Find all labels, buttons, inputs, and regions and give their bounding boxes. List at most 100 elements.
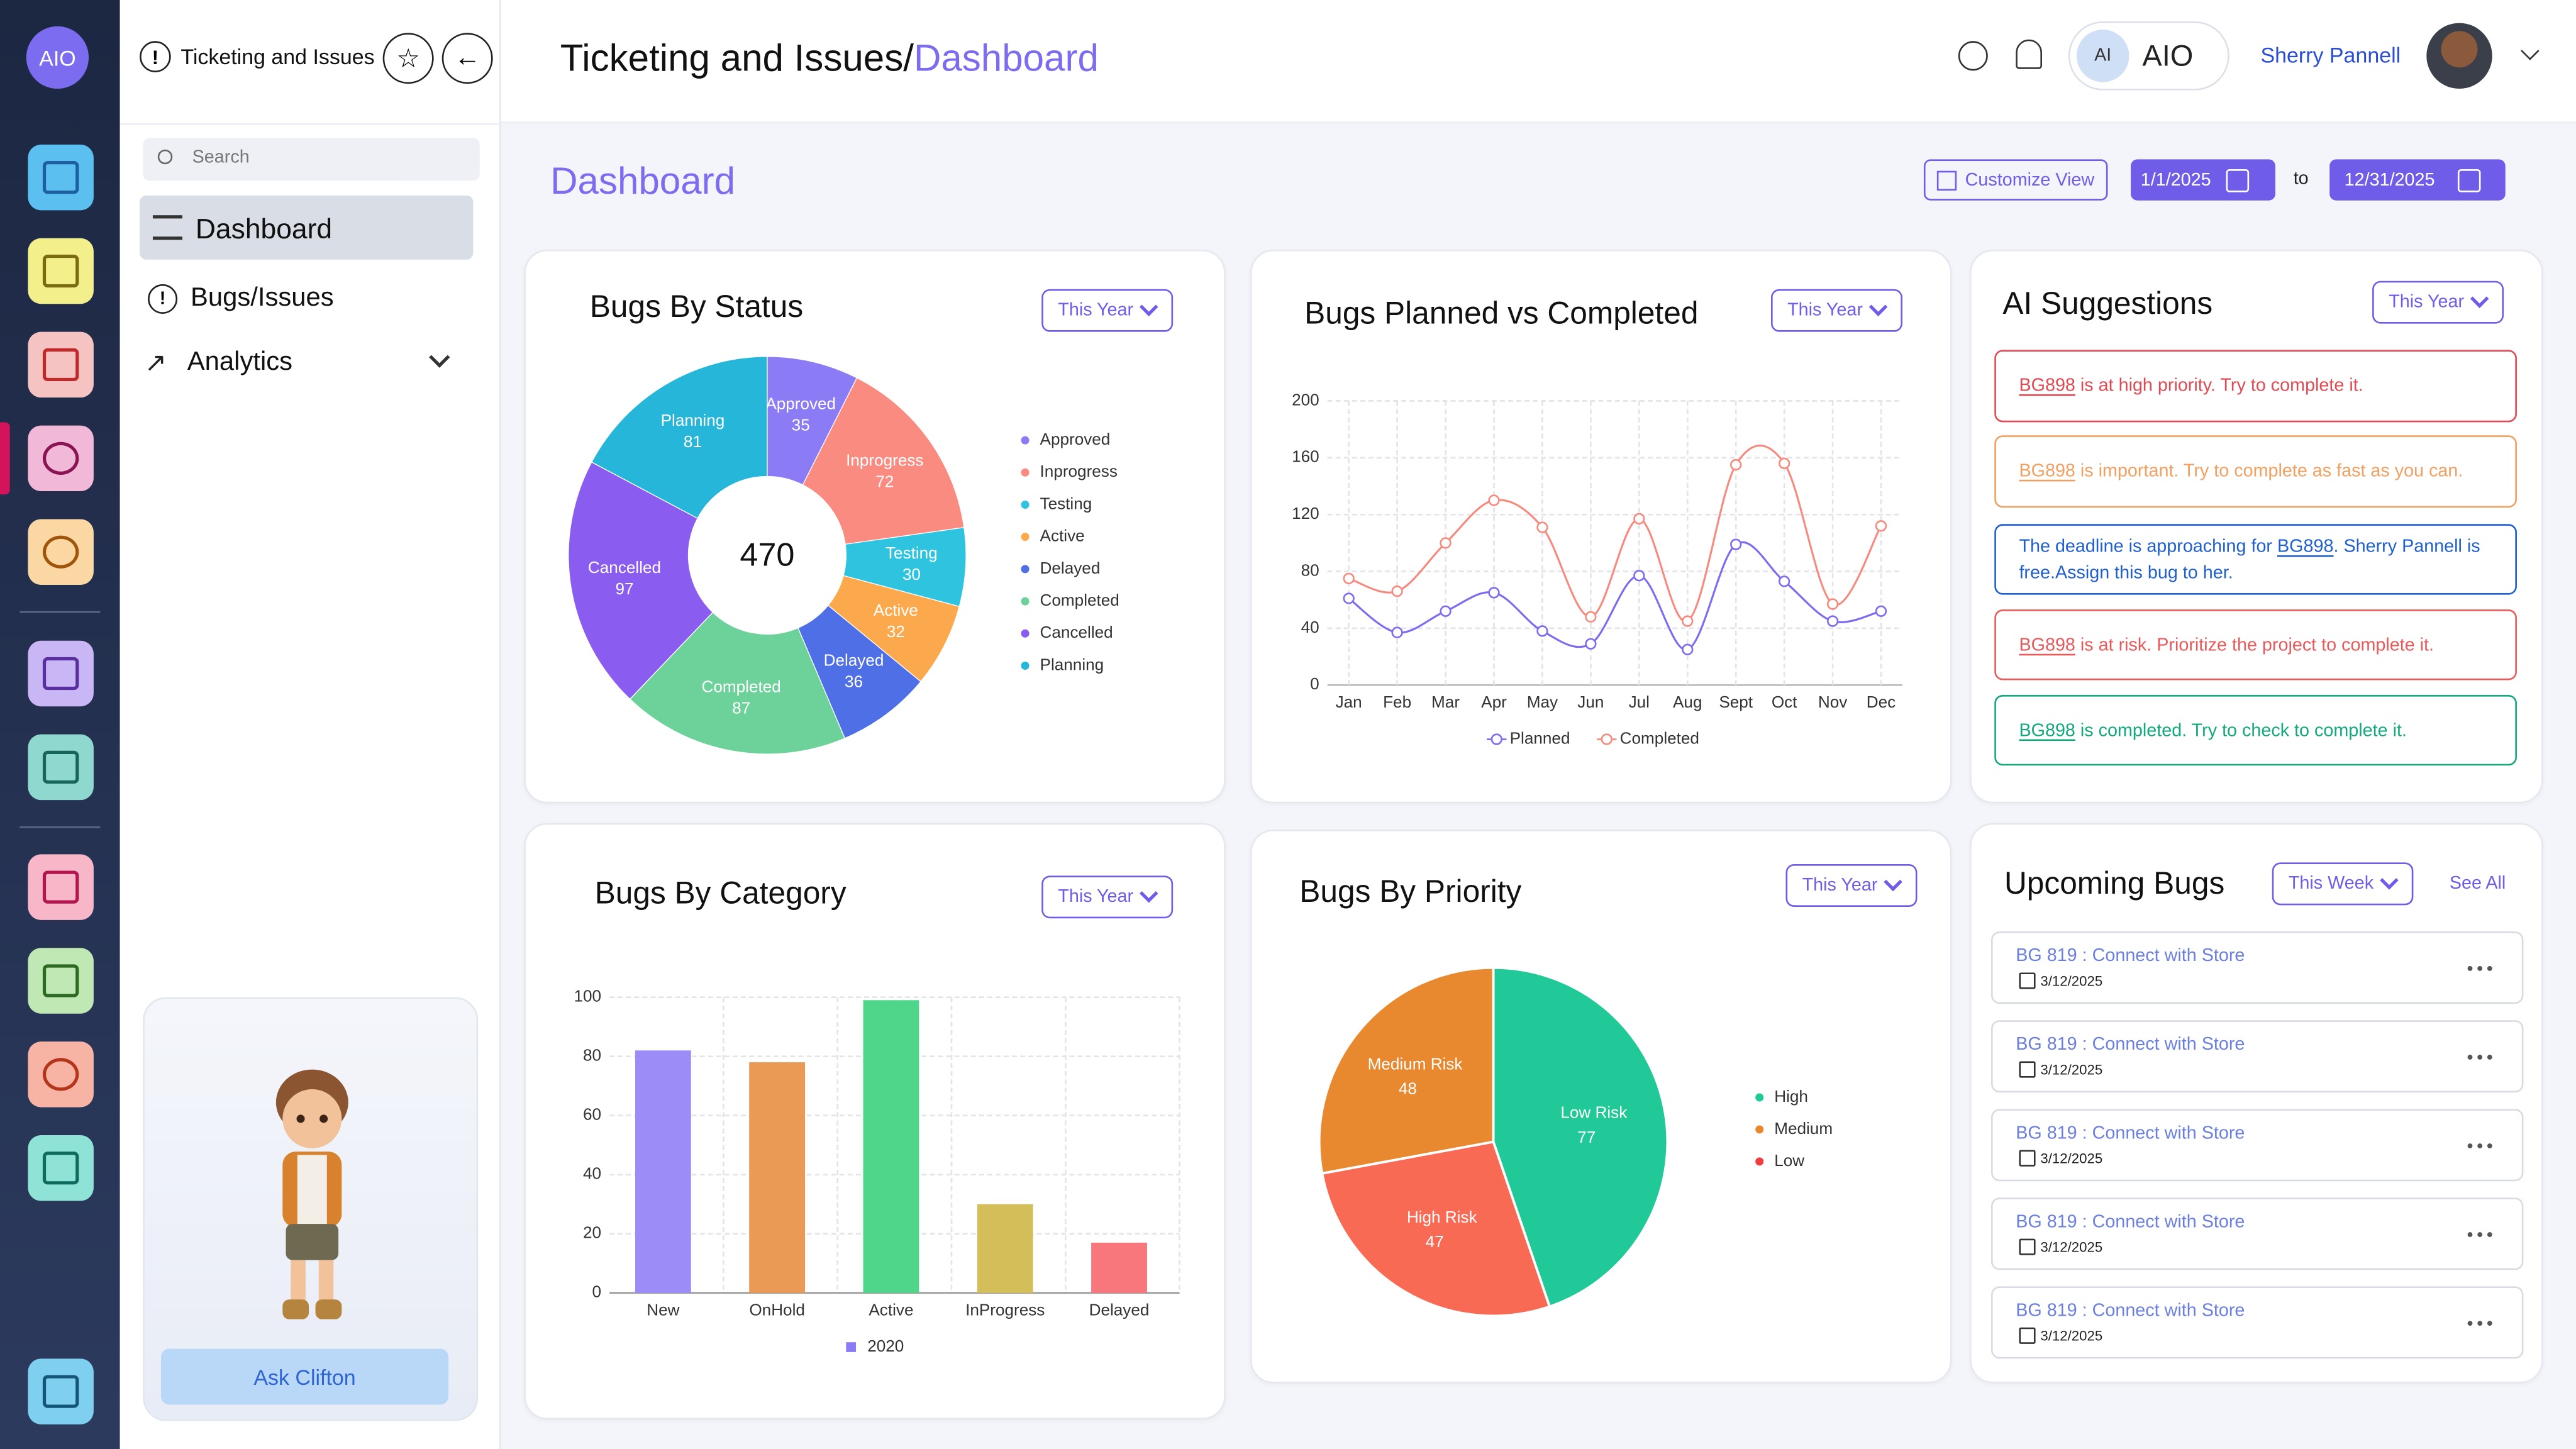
home-icon[interactable]	[28, 144, 94, 211]
suggestion-post: is completed. Try to check to complete i…	[2075, 720, 2407, 740]
period-filter[interactable]: This Year	[1785, 864, 1918, 907]
suggestion-pre: The deadline is approaching for	[2019, 536, 2278, 557]
bug-link[interactable]: BG898	[2019, 720, 2075, 740]
dot	[2477, 1321, 2483, 1326]
bug-item[interactable]: BG 819 : Connect with Store 3/12/2025	[1991, 1109, 2524, 1182]
more-menu[interactable]	[2467, 966, 2492, 971]
user-avatar[interactable]	[2426, 23, 2492, 89]
video-icon[interactable]	[28, 854, 94, 920]
dot	[2467, 1232, 2473, 1238]
date-to[interactable]: 12/31/2025	[2329, 159, 2506, 201]
filter-label: This Year	[1058, 887, 1134, 907]
breadcrumb-current: Dashboard	[913, 36, 1099, 79]
feedback-icon[interactable]	[28, 1358, 94, 1424]
settings-icon[interactable]	[28, 519, 94, 585]
app-logo[interactable]: AIO	[26, 26, 89, 89]
more-menu[interactable]	[2467, 1143, 2492, 1148]
message-icon[interactable]	[28, 1041, 94, 1108]
assistant-card: Ask Clifton	[143, 997, 479, 1421]
page-title: Dashboard	[550, 159, 736, 203]
hierarchy-icon[interactable]	[28, 238, 94, 304]
card-title: Bugs By Status	[589, 291, 804, 326]
board-icon[interactable]	[28, 331, 94, 398]
bug-link[interactable]: BG898	[2019, 462, 2075, 482]
bug-item[interactable]: BG 819 : Connect with Store 3/12/2025	[1991, 1197, 2524, 1270]
suggestion: BG898 is completed. Try to check to comp…	[1994, 694, 2517, 766]
card-title: Bugs Planned vs Completed	[1304, 297, 1699, 332]
issue-icon: !	[148, 284, 178, 314]
assistant-avatar	[275, 1069, 348, 1319]
chat-icon[interactable]	[28, 948, 94, 1014]
more-menu[interactable]	[2467, 1232, 2492, 1238]
dot	[2477, 1143, 2483, 1148]
calendar-icon	[2019, 1150, 2036, 1167]
see-all-link[interactable]: See All	[2449, 874, 2506, 894]
filter-label: This Year	[2389, 292, 2465, 313]
workspace-switcher[interactable]: AI AIO	[2068, 21, 2229, 91]
date-from-label: 1/1/2025	[2140, 170, 2211, 190]
bug-date: 3/12/2025	[2040, 1150, 2103, 1167]
date-separator: to	[2293, 169, 2309, 189]
suggestion-text: BG898 is important. Try to complete as f…	[2019, 458, 2463, 485]
period-filter[interactable]: This Year	[1041, 875, 1173, 919]
period-filter[interactable]: This Year	[1771, 289, 1902, 332]
period-filter[interactable]: This Year	[1041, 289, 1173, 332]
bug-link[interactable]: BG898	[2277, 536, 2334, 557]
dot	[2467, 1143, 2473, 1148]
expand-chevron[interactable]	[429, 347, 450, 368]
bug-item[interactable]: BG 819 : Connect with Store 3/12/2025	[1991, 1020, 2524, 1093]
suggestion-text: BG898 is at high priority. Try to comple…	[2019, 373, 2363, 399]
more-menu[interactable]	[2467, 1321, 2492, 1326]
suggestion: BG898 is important. Try to complete as f…	[1994, 435, 2517, 508]
date-from[interactable]: 1/1/2025	[2131, 159, 2275, 201]
dot	[2477, 966, 2483, 971]
card-title: Upcoming Bugs	[2004, 867, 2225, 902]
notification-button[interactable]	[2016, 39, 2043, 69]
suggestion: BG898 is at high priority. Try to comple…	[1994, 350, 2517, 423]
dot	[2487, 1143, 2492, 1148]
list-icon	[152, 215, 182, 240]
dot	[2477, 1055, 2483, 1060]
grid-icon	[1937, 170, 1957, 190]
nav-item[interactable]: Bugs/Issues	[191, 284, 334, 313]
search-box[interactable]: Search	[143, 138, 480, 181]
filter-label: This Year	[1058, 301, 1134, 321]
folder-icon[interactable]	[28, 734, 94, 801]
dot	[2487, 966, 2492, 971]
bug-item[interactable]: BG 819 : Connect with Store 3/12/2025	[1991, 1286, 2524, 1359]
user-menu-chevron[interactable]	[2521, 42, 2540, 60]
package-icon[interactable]	[28, 1135, 94, 1201]
nav-item[interactable]: Analytics	[187, 348, 293, 377]
card-title: Bugs By Priority	[1299, 875, 1522, 911]
user-name[interactable]: Sherry Pannell	[2260, 42, 2401, 68]
more-menu[interactable]	[2467, 1055, 2492, 1060]
ask-button[interactable]: Ask Clifton	[161, 1348, 449, 1405]
bug-link[interactable]: BG898	[2019, 376, 2075, 396]
period-filter[interactable]: This Week	[2272, 862, 2413, 906]
customize-button[interactable]: Customize View	[1923, 159, 2108, 201]
planned-card: Bugs Planned vs Completed This Year	[1250, 250, 1952, 804]
bug-date: 3/12/2025	[2040, 1327, 2103, 1344]
edit-icon[interactable]	[28, 640, 94, 707]
status-card: Bugs By Status This Year	[524, 250, 1226, 804]
suggestion-text: BG898 is at risk. Prioritize the project…	[2019, 631, 2434, 658]
period-filter[interactable]: This Year	[2372, 280, 2504, 324]
favorite-button[interactable]: ☆	[382, 33, 434, 84]
bug-item[interactable]: BG 819 : Connect with Store 3/12/2025	[1991, 931, 2524, 1004]
bug-title: BG 819 : Connect with Store	[2016, 1301, 2245, 1321]
bug-link[interactable]: BG898	[2019, 635, 2075, 655]
filter-label: This Year	[1787, 301, 1863, 321]
calendar-icon	[2458, 168, 2481, 192]
card-title: Bugs By Category	[594, 877, 847, 912]
bug-icon[interactable]	[28, 425, 94, 492]
breadcrumb-parent[interactable]: Ticketing and Issues/	[560, 36, 914, 79]
theme-button[interactable]	[1958, 41, 1988, 71]
date-to-label: 12/31/2025	[2344, 170, 2435, 190]
suggestion-post: is at high priority. Try to complete it.	[2075, 376, 2363, 396]
back-button[interactable]: ←	[441, 33, 493, 84]
bug-date: 3/12/2025	[2040, 972, 2103, 989]
bug-title: BG 819 : Connect with Store	[2016, 1123, 2245, 1144]
nav-item-active[interactable]: Dashboard	[140, 195, 474, 260]
